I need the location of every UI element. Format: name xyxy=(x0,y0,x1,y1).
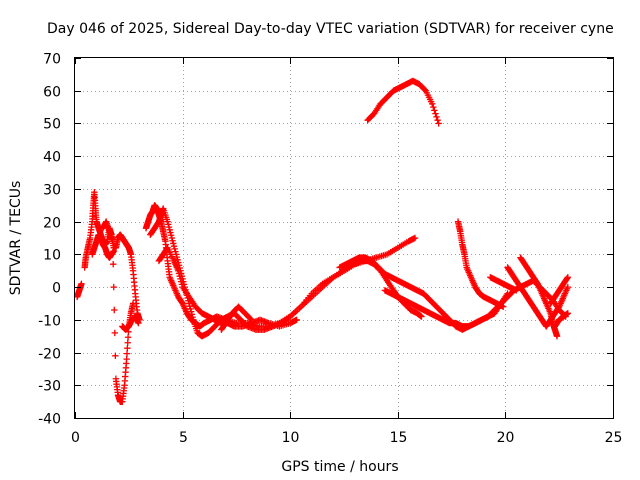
x-tick-labels: 0 5 10 15 20 25 xyxy=(71,430,622,446)
series-track-r xyxy=(551,310,572,330)
y-tick-label: 50 xyxy=(43,117,61,133)
data-markers xyxy=(73,77,572,405)
series-track-q xyxy=(547,274,572,307)
data-point xyxy=(293,316,300,324)
data-point xyxy=(432,110,439,117)
data-point xyxy=(433,113,440,121)
series-track-p xyxy=(517,254,561,340)
data-point xyxy=(411,234,419,242)
data-point xyxy=(123,350,131,357)
data-point xyxy=(112,352,119,360)
data-point xyxy=(124,344,131,352)
x-tick-label: 5 xyxy=(179,430,188,446)
y-tick-label: -20 xyxy=(38,347,61,363)
data-point xyxy=(504,290,511,297)
y-tick-label: 70 xyxy=(43,52,61,68)
data-point xyxy=(564,310,572,317)
data-point xyxy=(123,355,130,363)
y-axis-title: SDTVAR / TECUs xyxy=(8,181,24,296)
data-point xyxy=(129,300,137,307)
y-tick-label: 60 xyxy=(43,85,61,101)
data-point xyxy=(564,283,572,291)
data-point xyxy=(431,107,438,114)
axis-ticks xyxy=(75,58,614,419)
data-point xyxy=(248,316,255,324)
data-point xyxy=(434,116,441,124)
series-track-n xyxy=(487,274,520,294)
x-tick-label: 10 xyxy=(282,430,300,446)
x-tick-label: 0 xyxy=(71,430,80,446)
data-point xyxy=(247,315,254,322)
y-tick-label: -40 xyxy=(38,412,61,428)
data-point xyxy=(124,339,131,346)
series-track-c xyxy=(89,231,117,261)
data-point xyxy=(110,283,117,291)
y-tick-label: 40 xyxy=(43,150,61,166)
y-tick-label: 30 xyxy=(43,183,61,199)
data-point xyxy=(78,280,85,288)
series-track-i xyxy=(218,303,255,333)
data-point xyxy=(435,120,442,127)
y-tick-label: -10 xyxy=(38,314,61,330)
series-track-d xyxy=(99,218,137,405)
data-point xyxy=(111,306,118,314)
data-point xyxy=(563,275,571,282)
x-axis-title: GPS time / hours xyxy=(281,459,398,475)
data-point xyxy=(553,332,561,340)
x-tick-label: 25 xyxy=(605,430,623,446)
data-point xyxy=(418,313,425,320)
grid xyxy=(75,58,613,418)
series-track-l xyxy=(364,77,442,127)
y-tick-label: 10 xyxy=(43,248,61,264)
data-point xyxy=(124,334,132,341)
y-tick-labels: -40 -30 -20 -10 0 10 20 30 40 50 60 70 xyxy=(38,52,61,428)
plot-frame xyxy=(74,57,614,419)
data-point xyxy=(564,274,572,281)
data-point xyxy=(109,260,117,268)
chart-title: Day 046 of 2025, Sidereal Day-to-day VTE… xyxy=(47,21,614,37)
data-point xyxy=(429,100,436,108)
series-track-k xyxy=(381,287,511,330)
y-tick-label: 0 xyxy=(52,281,61,297)
x-tick-label: 20 xyxy=(497,430,515,446)
series-track-m xyxy=(454,218,507,310)
y-tick-label: -30 xyxy=(38,379,61,395)
x-tick-label: 15 xyxy=(390,430,408,446)
data-point xyxy=(430,103,437,111)
data-point xyxy=(421,86,428,93)
series-track-e xyxy=(119,313,142,333)
data-point xyxy=(111,329,119,337)
data-point xyxy=(135,319,142,327)
data-point xyxy=(500,303,507,310)
y-tick-label: 20 xyxy=(43,216,61,232)
data-point xyxy=(285,314,292,321)
series-track-a xyxy=(73,280,85,301)
data-point xyxy=(512,287,520,294)
data-point xyxy=(110,247,117,255)
data-point xyxy=(109,238,116,245)
